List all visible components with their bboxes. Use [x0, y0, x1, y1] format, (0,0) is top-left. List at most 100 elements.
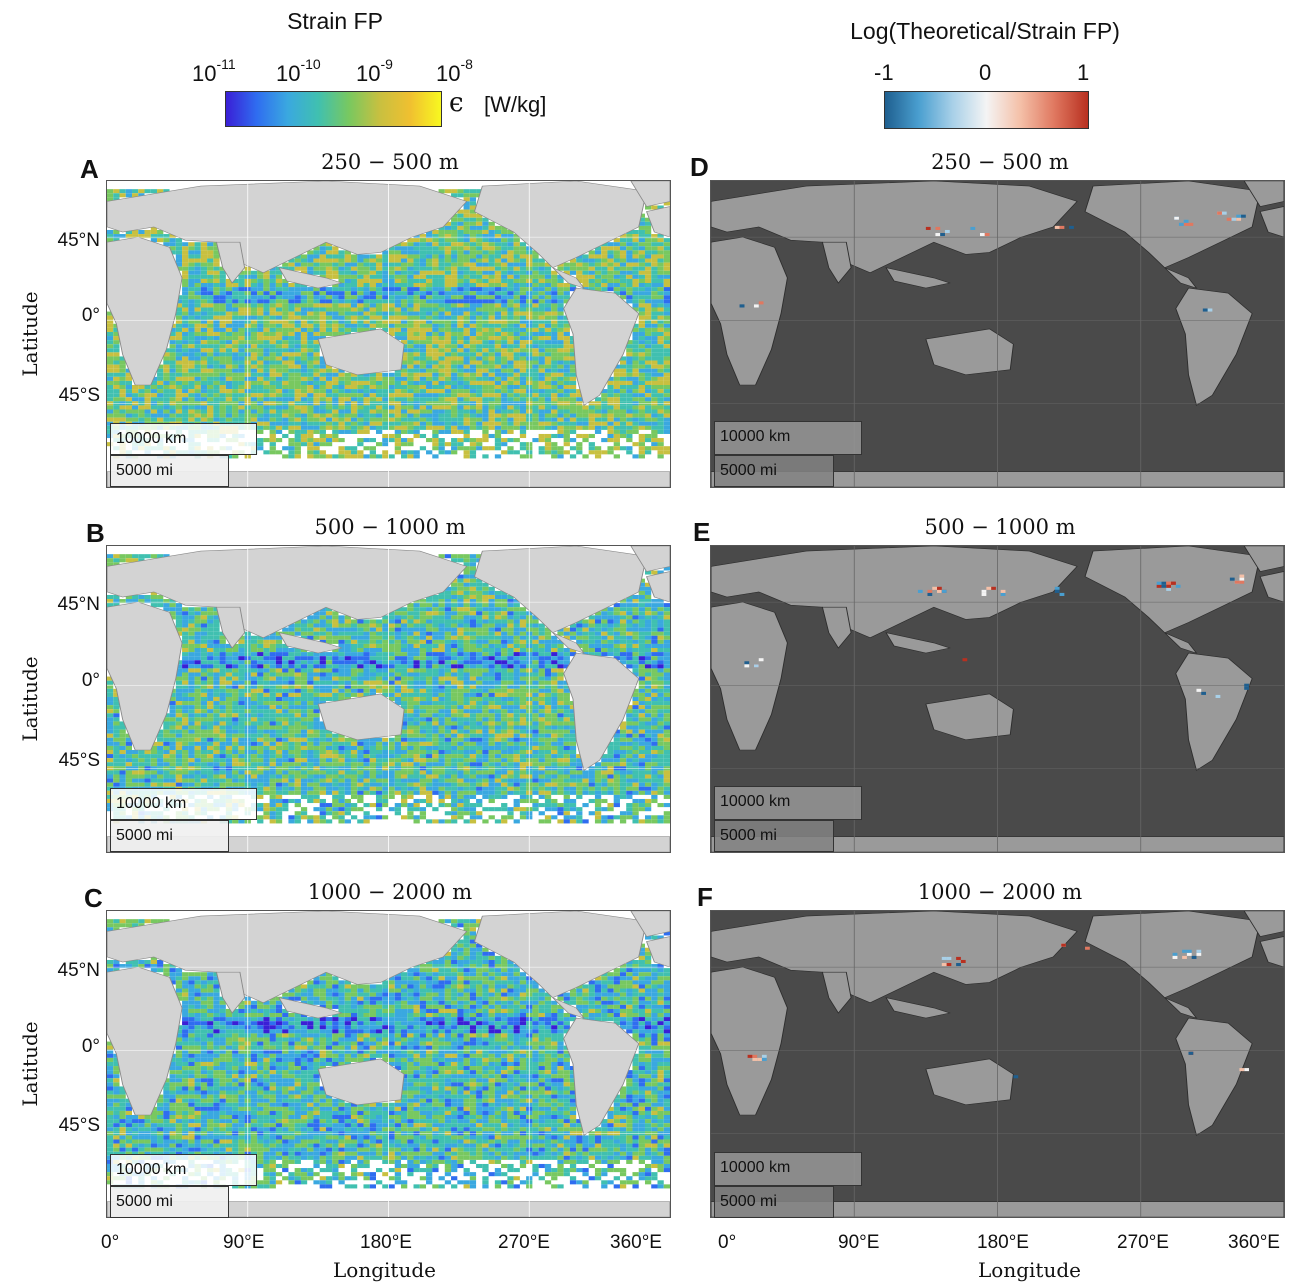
lat-tick: 45°N — [57, 230, 100, 251]
ratio-cell — [1085, 946, 1090, 950]
lat-tick: 0° — [81, 1036, 100, 1057]
ratio-cell — [761, 1054, 767, 1058]
lat-tick: 45°N — [57, 960, 100, 981]
ratio-cell — [1207, 308, 1213, 312]
ratio-cell — [752, 1057, 758, 1061]
lat-tick: 45°S — [58, 1115, 100, 1136]
ratio-cell — [1196, 688, 1202, 692]
ratio-cell — [956, 963, 961, 967]
ratio-cell — [1170, 581, 1176, 585]
ratio-cell — [1236, 214, 1242, 218]
ratio-cell — [1161, 584, 1167, 588]
ratio-cell — [941, 956, 947, 960]
colorbar-left-tick: 10-8 — [436, 56, 473, 86]
scalebar-mi: 5000 mi — [714, 820, 834, 852]
ratio-cell — [986, 586, 992, 590]
panel-letter-f: F — [697, 882, 713, 912]
y-axis-label: Latitude — [18, 1021, 42, 1107]
ratio-cell — [1241, 214, 1246, 218]
ratio-cell — [1182, 949, 1187, 953]
ratio-cell — [1239, 577, 1245, 581]
panel-letter-c: C — [84, 883, 103, 913]
scalebar-km: 10000 km — [714, 786, 862, 820]
ratio-cell — [1054, 589, 1060, 593]
ratio-cell — [940, 233, 945, 237]
ratio-cell — [1226, 217, 1232, 221]
ratio-cell — [1156, 581, 1162, 585]
colorbar-left-unit-symbol: ϵ — [449, 88, 464, 118]
scalebar-mi: 5000 mi — [714, 1186, 834, 1218]
ratio-cell — [1196, 949, 1202, 953]
lon-tick: 0° — [101, 1232, 120, 1253]
ratio-cell — [927, 589, 933, 593]
scalebar-km: 10000 km — [110, 1154, 257, 1186]
ratio-cell — [1239, 574, 1245, 578]
ratio-cell — [1236, 217, 1242, 221]
panel-title-a: 250 − 500 m — [321, 150, 459, 174]
lon-tick: 180°E — [360, 1232, 412, 1253]
ratio-cell — [941, 589, 947, 593]
lon-tick: 270°E — [1117, 1232, 1169, 1253]
ratio-cell — [1183, 222, 1189, 226]
scalebar-km: 10000 km — [714, 1152, 862, 1186]
lon-tick: 360°E — [1228, 1232, 1280, 1253]
panel-title-d: 250 − 500 m — [931, 150, 1069, 174]
ratio-cell — [1244, 683, 1249, 687]
ratio-cell — [744, 664, 750, 668]
map-panel-e — [710, 545, 1285, 853]
panel-letter-a: A — [80, 154, 99, 184]
colorbar-left-tick: 10-9 — [356, 56, 393, 86]
ratio-cell — [925, 226, 931, 230]
colorbar-left-tick: 10-10 — [276, 56, 321, 86]
ratio-cell — [935, 226, 941, 230]
scalebar-mi: 5000 mi — [110, 455, 229, 487]
panel-letter-e: E — [693, 517, 711, 547]
ratio-cell — [1215, 694, 1221, 698]
colorbar-right-title: Log(Theoretical/Strain FP) — [850, 18, 1120, 44]
lat-tick: 0° — [81, 305, 100, 326]
ratio-cell — [1166, 587, 1171, 591]
ratio-cell — [1217, 211, 1222, 215]
colorbar-right-tick: -1 — [874, 60, 894, 85]
ratio-cell — [1175, 584, 1181, 588]
lat-tick: 0° — [81, 670, 100, 691]
ratio-cell — [1221, 211, 1227, 215]
colorbar-right — [884, 91, 1089, 129]
ratio-cell — [1172, 952, 1178, 956]
scalebar-mi: 5000 mi — [714, 455, 834, 487]
ratio-cell — [1244, 686, 1249, 690]
map-canvas — [711, 546, 1284, 852]
map-canvas — [107, 546, 670, 852]
ratio-cell — [747, 1054, 753, 1058]
colorbar-left-unit: [W/kg] — [484, 92, 547, 117]
map-panel-b — [106, 545, 671, 853]
ratio-cell — [1182, 955, 1187, 959]
panel-title-f: 1000 − 2000 m — [917, 880, 1083, 904]
ratio-cell — [1229, 577, 1235, 581]
ratio-cell — [981, 589, 987, 593]
lat-tick: 45°S — [58, 385, 100, 406]
ratio-cell — [753, 664, 759, 668]
panel-title-c: 1000 − 2000 m — [307, 880, 473, 904]
y-axis-label: Latitude — [18, 291, 42, 377]
ratio-cell — [739, 304, 745, 308]
ratio-cell — [1188, 1051, 1194, 1055]
ratio-cell — [917, 589, 923, 593]
ratio-cell — [758, 658, 764, 662]
lon-tick: 90°E — [223, 1232, 265, 1253]
colorbar-left-title: Strain FP — [287, 8, 383, 34]
lon-tick: 180°E — [977, 1232, 1029, 1253]
ratio-cell — [970, 226, 976, 230]
lon-tick: 270°E — [498, 1232, 550, 1253]
ratio-cell — [757, 1057, 762, 1061]
ratio-cell — [946, 963, 952, 967]
ratio-cell — [1186, 952, 1192, 956]
ratio-cell — [1186, 949, 1192, 953]
scalebar-mi: 5000 mi — [110, 820, 229, 852]
map-panel-f — [710, 910, 1285, 1218]
ratio-cell — [1069, 225, 1074, 229]
ratio-cell — [1239, 580, 1245, 584]
ratio-cell — [962, 658, 968, 662]
ratio-cell — [1156, 584, 1162, 588]
ratio-cell — [1188, 222, 1194, 226]
